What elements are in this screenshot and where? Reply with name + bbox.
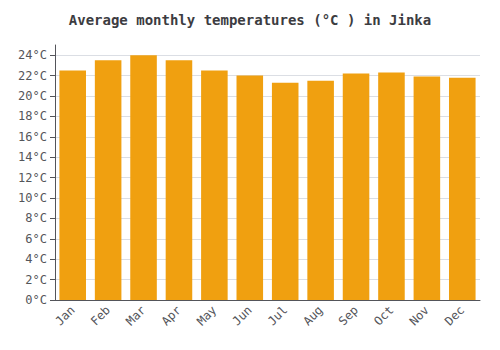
svg-text:4°C: 4°C: [25, 252, 47, 266]
svg-text:18°C: 18°C: [18, 109, 47, 123]
svg-text:14°C: 14°C: [18, 150, 47, 164]
svg-text:6°C: 6°C: [25, 232, 47, 246]
svg-text:Apr: Apr: [159, 303, 184, 328]
svg-text:Dec: Dec: [442, 303, 467, 328]
svg-text:Jul: Jul: [265, 303, 290, 328]
svg-text:22°C: 22°C: [18, 69, 47, 83]
svg-text:20°C: 20°C: [18, 89, 47, 103]
svg-text:Oct: Oct: [371, 303, 396, 328]
svg-text:12°C: 12°C: [18, 171, 47, 185]
svg-text:Jan: Jan: [52, 303, 77, 328]
svg-text:8°C: 8°C: [25, 211, 47, 225]
svg-text:24°C: 24°C: [18, 48, 47, 62]
svg-text:16°C: 16°C: [18, 130, 47, 144]
svg-text:0°C: 0°C: [25, 293, 47, 307]
svg-text:Aug: Aug: [300, 303, 325, 328]
svg-text:2°C: 2°C: [25, 273, 47, 287]
svg-text:Mar: Mar: [123, 303, 148, 328]
svg-text:May: May: [194, 303, 219, 328]
svg-text:Feb: Feb: [88, 303, 113, 328]
svg-text:10°C: 10°C: [18, 191, 47, 205]
svg-text:Nov: Nov: [407, 303, 432, 328]
svg-text:Average monthly temperatures (: Average monthly temperatures (°C ) in Ji…: [69, 12, 431, 28]
svg-text:Jun: Jun: [230, 303, 255, 328]
svg-text:Sep: Sep: [336, 303, 361, 328]
